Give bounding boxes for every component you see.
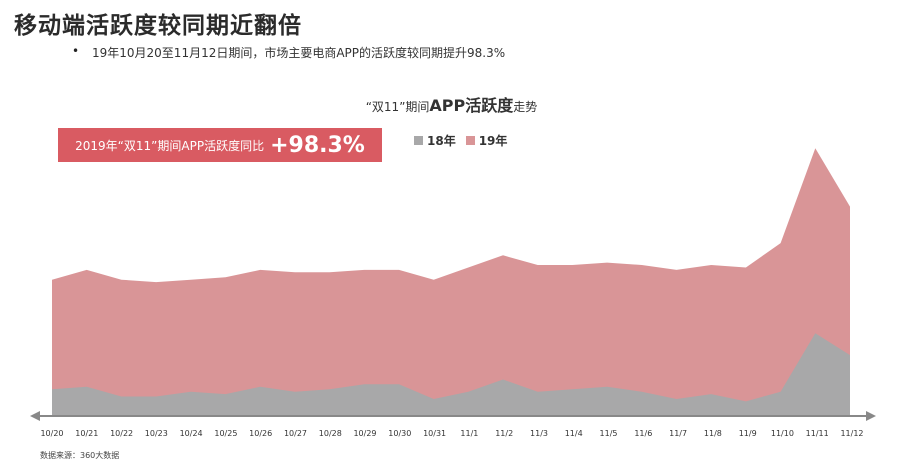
axis-arrow-left-icon bbox=[30, 411, 40, 421]
chart-title: “双11”期间APP活跃度走势 bbox=[0, 92, 903, 116]
legend-item-18: 18年 bbox=[414, 132, 456, 149]
x-tick-label: 11/2 bbox=[495, 429, 513, 438]
x-tick-label: 10/28 bbox=[319, 429, 342, 438]
legend-item-19: 19年 bbox=[465, 132, 508, 149]
x-tick-label: 10/25 bbox=[214, 429, 237, 438]
x-tick-label: 10/24 bbox=[180, 429, 203, 438]
x-tick-label: 11/6 bbox=[634, 429, 652, 438]
legend-swatch-19 bbox=[465, 136, 475, 145]
data-source: 数据来源：360大数据 bbox=[40, 451, 120, 460]
chart-title-main: APP活跃度 bbox=[429, 96, 514, 115]
x-tick-label: 10/29 bbox=[353, 429, 376, 438]
chart-title-prefix: “双11”期间 bbox=[365, 100, 430, 114]
growth-badge-label: 2019年“双11”期间APP活跃度同比 bbox=[75, 138, 265, 153]
area-series-18 bbox=[52, 333, 850, 416]
x-tick-label: 11/3 bbox=[530, 429, 548, 438]
growth-badge: 2019年“双11”期间APP活跃度同比 +98.3% bbox=[58, 128, 382, 162]
x-tick-label: 11/5 bbox=[600, 429, 618, 438]
x-tick-label: 10/31 bbox=[423, 429, 446, 438]
chart-title-suffix: 走势 bbox=[513, 100, 538, 114]
x-tick-label: 11/10 bbox=[771, 429, 794, 438]
x-tick-label: 10/30 bbox=[388, 429, 411, 438]
axis-arrow-right-icon bbox=[866, 411, 876, 421]
x-tick-label: 11/4 bbox=[565, 429, 583, 438]
x-tick-label: 10/27 bbox=[284, 429, 307, 438]
x-tick-label: 11/8 bbox=[704, 429, 722, 438]
x-tick-label: 11/1 bbox=[460, 429, 478, 438]
area-series-19 bbox=[52, 148, 850, 416]
legend-swatch-18 bbox=[414, 136, 423, 145]
x-tick-label: 11/9 bbox=[739, 429, 757, 438]
legend-label-19: 19年 bbox=[478, 134, 508, 148]
x-tick-label: 10/20 bbox=[40, 429, 63, 438]
x-tick-label: 11/7 bbox=[669, 429, 687, 438]
bullet-marker: • bbox=[72, 44, 80, 58]
legend-label-18: 18年 bbox=[427, 134, 456, 148]
summary-bullet: 19年10月20至11月12日期间，市场主要电商APP的活跃度较同期提升98.3… bbox=[92, 46, 506, 60]
x-tick-label: 11/11 bbox=[806, 429, 829, 438]
x-tick-label: 10/22 bbox=[110, 429, 133, 438]
growth-badge-value: +98.3% bbox=[270, 132, 365, 158]
x-tick-label: 10/26 bbox=[249, 429, 272, 438]
x-tick-label: 10/23 bbox=[145, 429, 168, 438]
x-tick-label: 11/12 bbox=[840, 429, 863, 438]
chart-legend: 18年 19年 bbox=[414, 132, 517, 149]
x-tick-label: 10/21 bbox=[75, 429, 98, 438]
page-title: 移动端活跃度较同期近翻倍 bbox=[14, 13, 302, 39]
